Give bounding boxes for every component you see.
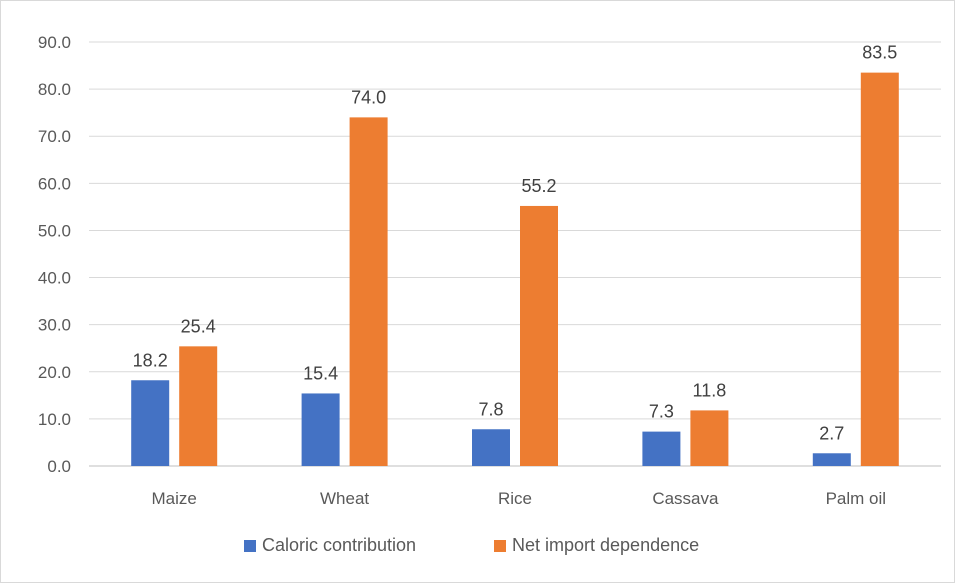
gridlines xyxy=(89,41,941,467)
x-tick-label: Maize xyxy=(152,489,197,508)
x-tick-label: Rice xyxy=(498,489,532,508)
y-tick-label: 20.0 xyxy=(38,363,71,382)
legend-swatch-caloric xyxy=(244,540,256,552)
y-tick-label: 40.0 xyxy=(38,269,71,288)
data-label: 2.7 xyxy=(819,423,844,443)
bar-import-palm-oil xyxy=(860,72,899,466)
y-axis: 0.0 10.0 20.0 30.0 40.0 50.0 60.0 70.0 80.0 90.0 xyxy=(38,33,71,476)
y-tick-label: 10.0 xyxy=(38,410,71,429)
y-tick-label: 70.0 xyxy=(38,127,71,146)
bar-import-maize xyxy=(179,346,218,466)
y-tick-label: 90.0 xyxy=(38,33,71,52)
legend: Caloric contribution Net import dependenc… xyxy=(244,535,699,555)
bar-caloric-cassava xyxy=(642,431,681,466)
y-tick-label: 30.0 xyxy=(38,316,71,335)
y-tick-label: 80.0 xyxy=(38,80,71,99)
bar-caloric-rice xyxy=(472,429,510,466)
data-label: 25.4 xyxy=(181,316,216,336)
bar-caloric-palm-oil xyxy=(812,453,851,466)
x-tick-label: Wheat xyxy=(320,489,369,508)
data-label: 55.2 xyxy=(521,176,556,196)
data-label: 11.8 xyxy=(693,380,727,400)
data-label: 18.2 xyxy=(133,350,168,370)
data-label: 15.4 xyxy=(303,363,338,383)
data-label: 7.3 xyxy=(649,402,674,422)
bars xyxy=(131,72,899,467)
data-labels: 18.2 25.4 15.4 74.0 7.8 55.2 7.3 11.8 2.7 83.5 xyxy=(133,43,898,444)
bar-import-cassava xyxy=(690,410,729,466)
x-axis: Maize Wheat Rice Cassava Palm oil xyxy=(152,489,887,508)
bar-caloric-maize xyxy=(131,380,170,466)
data-label: 7.8 xyxy=(478,399,503,419)
data-label: 83.5 xyxy=(862,43,897,63)
y-tick-label: 0.0 xyxy=(47,457,71,476)
bar-caloric-wheat xyxy=(301,393,340,466)
y-tick-label: 60.0 xyxy=(38,174,71,193)
y-tick-label: 50.0 xyxy=(38,221,71,240)
legend-label-caloric: Caloric contribution xyxy=(262,535,416,555)
x-tick-label: Palm oil xyxy=(826,489,886,508)
bar-import-rice xyxy=(520,205,558,467)
legend-swatch-import xyxy=(494,540,506,552)
legend-label-import: Net import dependence xyxy=(512,535,699,555)
x-tick-label: Cassava xyxy=(652,489,719,508)
data-label: 74.0 xyxy=(351,87,386,107)
bar-import-wheat xyxy=(349,117,388,466)
